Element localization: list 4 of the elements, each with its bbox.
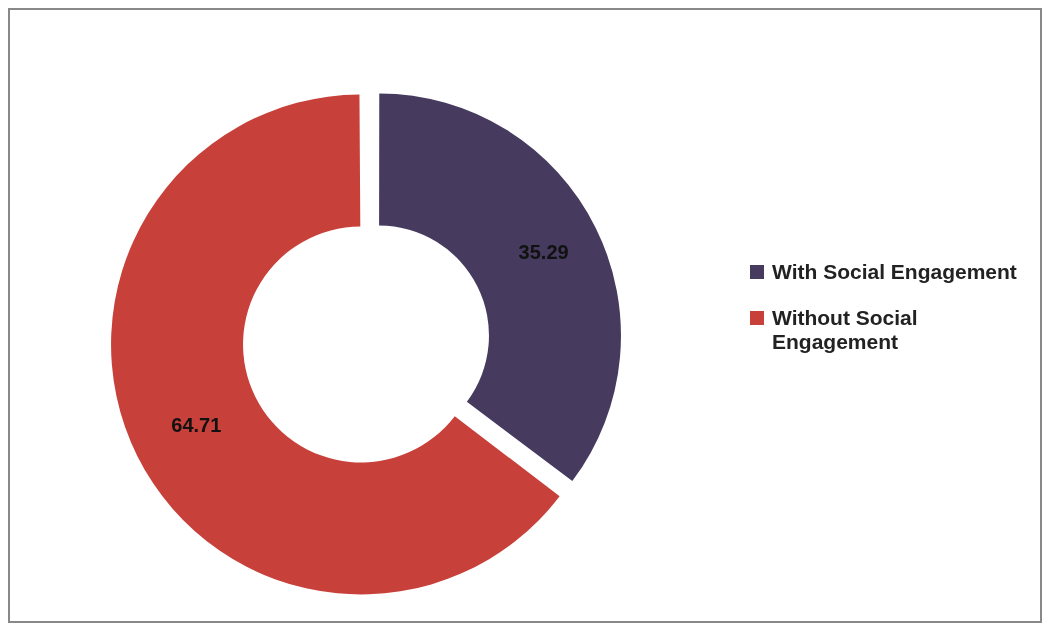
data-label: 35.29 [518,241,569,264]
data-label: 64.71 [171,414,222,437]
legend-label: With Social Engagement [772,260,1017,284]
legend-label: Without Social Engagement [772,306,919,354]
